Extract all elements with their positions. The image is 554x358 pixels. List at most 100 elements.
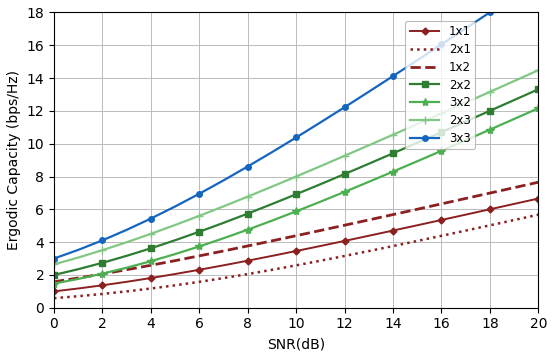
3x2 xyxy=(463,138,469,142)
2x2 xyxy=(366,161,372,166)
3x3 xyxy=(366,90,372,94)
2x3 xyxy=(486,90,493,94)
1x2 xyxy=(535,180,542,184)
2x3 xyxy=(463,101,469,105)
1x1 xyxy=(75,286,81,291)
Line: 1x2: 1x2 xyxy=(54,182,538,282)
1x2 xyxy=(366,218,372,222)
3x3 xyxy=(269,150,275,154)
1x1 xyxy=(244,258,251,263)
2x2 xyxy=(414,141,420,145)
1x1 xyxy=(535,197,542,201)
2x1 xyxy=(293,263,300,267)
1x2 xyxy=(172,258,178,263)
1x1 xyxy=(269,254,275,258)
2x1 xyxy=(244,272,251,276)
2x2 xyxy=(99,261,106,265)
3x2 xyxy=(172,252,178,256)
2x1 xyxy=(414,239,420,243)
2x2 xyxy=(75,267,81,271)
3x3 xyxy=(172,204,178,209)
2x1 xyxy=(50,296,57,300)
3x3 xyxy=(414,58,420,62)
1x2 xyxy=(124,267,130,272)
2x1 xyxy=(75,294,81,298)
2x3 xyxy=(196,214,203,218)
3x3 xyxy=(147,217,154,221)
2x3 xyxy=(99,248,106,252)
2x1 xyxy=(438,234,445,238)
2x3 xyxy=(124,240,130,245)
3x2 xyxy=(535,106,542,110)
2x2 xyxy=(293,192,300,197)
2x1 xyxy=(172,283,178,287)
3x3 xyxy=(244,164,251,169)
1x1 xyxy=(511,202,517,206)
2x2 xyxy=(124,254,130,258)
2x1 xyxy=(99,292,106,296)
1x1 xyxy=(366,234,372,238)
X-axis label: SNR(dB): SNR(dB) xyxy=(267,337,325,351)
1x2 xyxy=(244,244,251,248)
1x2 xyxy=(220,249,227,253)
1x1 xyxy=(172,272,178,276)
3x2 xyxy=(269,218,275,223)
3x3 xyxy=(50,256,57,261)
3x2 xyxy=(50,281,57,286)
1x2 xyxy=(463,196,469,200)
2x1 xyxy=(486,223,493,227)
2x3 xyxy=(438,111,445,116)
3x3 xyxy=(389,74,396,78)
Legend: 1x1, 2x1, 1x2, 2x2, 3x2, 2x3, 3x3: 1x1, 2x1, 1x2, 2x2, 3x2, 2x3, 3x3 xyxy=(405,21,475,150)
1x2 xyxy=(317,228,324,233)
1x1 xyxy=(147,276,154,280)
Line: 2x1: 2x1 xyxy=(54,215,538,298)
3x3 xyxy=(463,26,469,30)
1x1 xyxy=(220,263,227,267)
2x1 xyxy=(124,289,130,294)
2x1 xyxy=(147,286,154,291)
1x1 xyxy=(293,249,300,253)
1x2 xyxy=(147,263,154,267)
3x2 xyxy=(317,200,324,204)
1x2 xyxy=(196,254,203,258)
2x1 xyxy=(317,258,324,263)
1x1 xyxy=(50,289,57,294)
1x2 xyxy=(341,223,348,227)
3x2 xyxy=(511,117,517,121)
3x3 xyxy=(293,135,300,140)
1x2 xyxy=(293,233,300,238)
2x3 xyxy=(511,79,517,83)
2x2 xyxy=(389,151,396,155)
2x2 xyxy=(50,273,57,277)
3x2 xyxy=(220,236,227,241)
3x3 xyxy=(486,10,493,14)
2x1 xyxy=(366,249,372,253)
1x2 xyxy=(75,276,81,280)
2x3 xyxy=(317,164,324,168)
3x3 xyxy=(438,42,445,47)
2x2 xyxy=(317,182,324,187)
3x2 xyxy=(486,127,493,132)
1x2 xyxy=(50,280,57,284)
2x2 xyxy=(511,98,517,102)
1x1 xyxy=(317,244,324,248)
1x1 xyxy=(463,213,469,217)
3x2 xyxy=(389,169,396,174)
2x2 xyxy=(486,109,493,113)
3x3 xyxy=(341,105,348,109)
Y-axis label: Ergodic Capacity (bps/Hz): Ergodic Capacity (bps/Hz) xyxy=(7,70,21,250)
2x2 xyxy=(196,229,203,234)
3x2 xyxy=(438,149,445,153)
1x2 xyxy=(389,212,396,217)
2x3 xyxy=(269,184,275,189)
2x2 xyxy=(147,246,154,251)
3x2 xyxy=(147,259,154,263)
3x3 xyxy=(317,120,324,125)
3x3 xyxy=(124,228,130,232)
2x2 xyxy=(341,172,348,176)
1x1 xyxy=(438,218,445,222)
1x1 xyxy=(99,283,106,287)
Line: 2x3: 2x3 xyxy=(50,66,542,268)
2x1 xyxy=(196,280,203,284)
